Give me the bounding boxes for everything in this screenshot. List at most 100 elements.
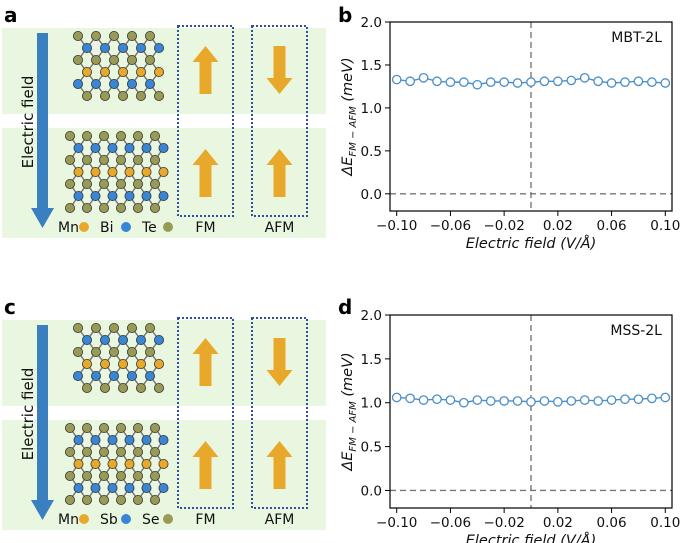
lower-structure-atom: [116, 202, 127, 213]
lower-structure-atom: [107, 434, 118, 445]
x-tick-label: 0.02: [543, 515, 573, 531]
upper-structure-atom: [91, 370, 102, 381]
upper-structure-atom: [82, 67, 93, 78]
upper-structure-atom: [144, 30, 155, 41]
lower-structure-atom: [99, 202, 110, 213]
upper-structure-atom: [118, 91, 129, 102]
y-tick-label: 0.5: [361, 144, 382, 160]
upper-structure-atom: [135, 43, 146, 54]
lower-structure-atom: [124, 166, 135, 177]
data-point: [660, 78, 671, 88]
chart-d: d 0.0 0.5 1.0 1.5 2.0 −0.10 −0.06 −0.02 0.02 0.06 0…: [338, 295, 680, 543]
lower-structure-atom: [124, 482, 135, 493]
data-point: [485, 396, 496, 406]
panel-label-d: d: [338, 295, 352, 319]
lower-structure-atom: [149, 470, 160, 481]
lower-structure-atom: [141, 142, 152, 153]
y-axis-label: ΔEFM − AFM (meV): [340, 57, 359, 176]
upper-structure-atom: [100, 334, 111, 345]
lower-structure-atom: [132, 494, 143, 505]
upper-structure-atom: [73, 55, 84, 66]
legend-dot-mn: [79, 222, 89, 232]
upper-structure-atom: [127, 30, 138, 41]
upper-structure-atom: [100, 91, 111, 102]
legend-label-mn: Mn: [58, 220, 79, 236]
lower-structure-atom: [90, 482, 101, 493]
x-axis-label: Electric field (V/Å): [466, 235, 597, 252]
upper-structure-atom: [82, 358, 93, 369]
y-axis-label: ΔEFM − AFM (meV): [340, 352, 359, 471]
data-point: [445, 395, 456, 405]
lower-structure-atom: [99, 446, 110, 457]
lower-structure-atom: [158, 458, 169, 469]
upper-structure-atom: [135, 91, 146, 102]
lower-structure-atom: [73, 166, 84, 177]
lower-structure-atom: [82, 178, 93, 189]
lower-structure-atom: [116, 422, 127, 433]
upper-structure-atom: [109, 79, 120, 90]
data-point: [432, 394, 442, 405]
upper-structure-atom: [144, 322, 155, 333]
lower-structure-atom: [141, 458, 152, 469]
y-tick-label: 1.0: [361, 396, 382, 412]
data-point: [553, 76, 563, 87]
y-tick-label: 2.0: [361, 308, 382, 324]
upper-structure-atom: [127, 370, 138, 381]
data-point: [512, 78, 523, 88]
lower-structure-atom: [141, 166, 152, 177]
data-point: [418, 72, 429, 83]
data-point: [579, 395, 590, 405]
lower-structure-atom: [132, 154, 143, 165]
legend-dot-te: [163, 222, 173, 232]
lower-structure-atom: [116, 130, 127, 141]
lower-structure-atom: [149, 422, 160, 433]
lower-structure-atom: [107, 166, 118, 177]
lower-structure-atom: [82, 202, 93, 213]
lower-structure-atom: [82, 422, 93, 433]
upper-structure-atom: [127, 346, 138, 357]
upper-structure-atom: [82, 91, 93, 102]
schematic-panel-a: a Electric field Mn Bi Te FM AFM: [2, 3, 326, 238]
lower-structure-atom: [132, 422, 143, 433]
data-point: [553, 396, 563, 407]
data-point: [459, 397, 469, 408]
upper-structure-atom: [100, 382, 111, 393]
data-point: [539, 396, 550, 406]
lower-structure-atom: [124, 434, 135, 445]
lower-structure-atom: [116, 446, 127, 457]
lower-structure-atom: [90, 458, 101, 469]
lower-structure-atom: [73, 190, 84, 201]
afm-spin-bottom-arrow: [266, 441, 293, 489]
x-tick-label: −0.10: [376, 515, 417, 531]
x-tick-label: 0.06: [597, 218, 627, 234]
upper-structure-atom: [144, 79, 155, 90]
lower-structure-atom: [73, 434, 84, 445]
lower-structure-atom: [82, 446, 93, 457]
afm-box: [251, 25, 308, 217]
legend-dot-se: [163, 514, 173, 524]
data-point: [660, 392, 671, 403]
lower-structure-atom: [107, 190, 118, 201]
lower-structure-atom: [65, 178, 76, 189]
upper-structure-atom: [91, 55, 102, 66]
lower-structure-atom: [116, 154, 127, 165]
upper-structure-atom: [127, 79, 138, 90]
x-tick-label: −0.02: [483, 218, 524, 234]
data-point: [485, 77, 496, 87]
upper-structure-atom: [144, 346, 155, 357]
afm-box: [251, 317, 308, 509]
data-point: [391, 392, 402, 403]
data-point: [472, 395, 483, 405]
upper-structure-atom: [144, 370, 155, 381]
x-tick-label: 0.02: [543, 218, 573, 234]
y-tick-label: 1.0: [361, 101, 382, 117]
lower-structure-atom: [90, 142, 101, 153]
field-arrow-shaft: [37, 325, 48, 503]
fm-spin-top-arrow: [192, 46, 219, 94]
afm-spin-bottom-arrow: [266, 149, 293, 197]
upper-structure-atom: [82, 334, 93, 345]
data-point: [526, 396, 536, 407]
data-point: [606, 395, 617, 405]
data-point: [633, 394, 644, 405]
lower-structure-atom: [149, 494, 160, 505]
